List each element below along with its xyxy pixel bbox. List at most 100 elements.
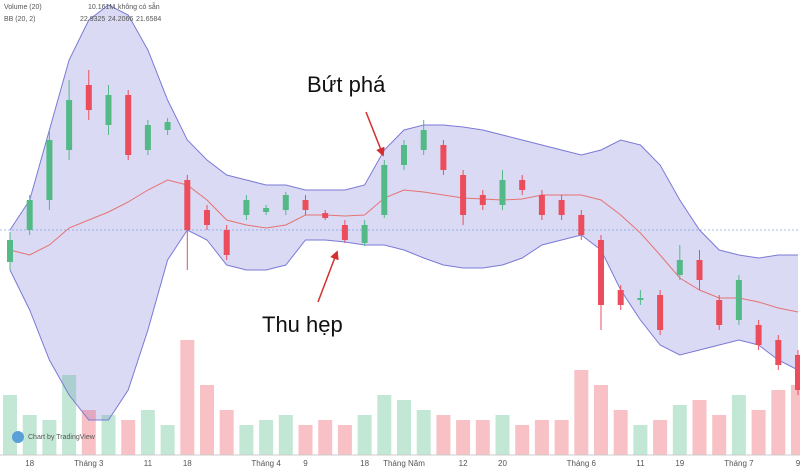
volume-bar <box>318 420 333 455</box>
credit-icon <box>12 431 24 443</box>
candle-body <box>578 215 585 235</box>
volume-bar <box>160 425 175 455</box>
candle-body <box>657 295 664 330</box>
volume-bar <box>613 410 628 455</box>
volume-bar <box>377 395 392 455</box>
legend-bb-lower: 21.6584 <box>136 16 161 23</box>
volume-bar <box>3 395 17 455</box>
legend-volume: Volume (20) <box>4 4 42 11</box>
x-tick-label: 11 <box>636 459 645 468</box>
x-tick-label: 18 <box>183 459 192 468</box>
volume-bar <box>22 415 37 455</box>
candle-body <box>381 165 388 215</box>
volume-bar <box>200 385 214 455</box>
x-tick-label: 18 <box>25 459 34 468</box>
volume-bar <box>416 410 431 455</box>
x-tick-label: Tháng 6 <box>567 459 597 468</box>
candle-body <box>46 140 53 200</box>
x-tick-label: 19 <box>675 459 684 468</box>
volume-bar <box>633 425 648 455</box>
candle-body <box>696 260 703 280</box>
candle-body <box>499 180 506 205</box>
band-line <box>9 229 799 421</box>
volume-bar <box>475 420 490 455</box>
candle-body <box>184 180 191 230</box>
candle-body <box>66 100 73 150</box>
candle-body <box>519 180 526 190</box>
volume-bar <box>751 410 766 455</box>
volume-bar <box>731 395 746 455</box>
x-tick-label: Tháng 3 <box>74 459 104 468</box>
volume-bar <box>653 420 668 455</box>
legend-volume-value: 10.161M <box>88 4 115 11</box>
volume-bar <box>791 385 800 455</box>
band-area <box>10 5 798 420</box>
volume-bar <box>101 415 116 455</box>
volume-bar <box>397 400 411 455</box>
candle-body <box>85 85 92 110</box>
candle-body <box>479 195 486 205</box>
candle-body <box>716 300 723 325</box>
candle-body <box>263 208 270 212</box>
volume-bar <box>495 415 510 455</box>
legend-bb-upper: 24.2066 <box>108 16 133 23</box>
volume-bar <box>534 420 549 455</box>
credit[interactable]: Chart by TradingView <box>28 434 96 441</box>
x-tick-label: 9 <box>796 459 800 468</box>
candle-body <box>26 200 33 230</box>
candle-body <box>735 280 742 320</box>
volume-bar <box>594 385 608 455</box>
candle-body <box>164 122 171 130</box>
candle-body <box>538 195 545 215</box>
x-tick-label: Tháng 4 <box>251 459 281 468</box>
candle-body <box>7 240 13 262</box>
candle-body <box>401 145 407 165</box>
candle-body <box>282 195 289 210</box>
candle-body <box>775 340 782 365</box>
annotation-arrow <box>317 250 339 303</box>
volume-bar <box>554 420 569 455</box>
candle-body <box>558 200 565 215</box>
annotation: Thu hẹp <box>262 312 343 337</box>
volume-bar <box>121 420 136 455</box>
x-tick-label: 18 <box>360 459 369 468</box>
volume-bar <box>436 415 451 455</box>
x-tick-label: Tháng Năm <box>383 459 425 468</box>
candle-body <box>341 225 348 240</box>
volume-bar <box>712 415 727 455</box>
candle-body <box>204 210 210 225</box>
volume-bar <box>62 375 77 455</box>
candle-body <box>440 145 447 170</box>
candle-body <box>144 125 151 150</box>
volume-bar <box>456 420 471 455</box>
plot <box>3 4 800 455</box>
candle-body <box>243 200 250 215</box>
volume-bar <box>337 425 352 455</box>
candle-body <box>322 213 329 218</box>
volume-bar <box>515 425 530 455</box>
candle-body <box>420 130 427 150</box>
volume-bar <box>574 370 589 455</box>
volume-bar <box>357 415 372 455</box>
x-tick-label: 11 <box>144 459 153 468</box>
legend-bb-middle: 22.9325 <box>80 16 105 23</box>
annotation: Bứt phá <box>307 72 386 97</box>
candle-body <box>617 290 624 305</box>
annotation-arrow <box>365 111 385 157</box>
candle-body <box>105 95 112 125</box>
legend-volume-note: không có sẵn <box>118 2 160 11</box>
x-tick-label: 12 <box>459 459 468 468</box>
candle-body <box>223 230 230 255</box>
volume-bar <box>81 410 96 455</box>
volume-bar <box>692 400 707 455</box>
candle-body <box>302 200 309 210</box>
volume-bar <box>278 415 293 455</box>
band-line <box>9 179 799 313</box>
candle-body <box>676 260 683 275</box>
candle-body <box>755 325 762 345</box>
legend: Volume (20) 10.161M không có sẵn BB (20,… <box>4 2 161 23</box>
volume-bar <box>140 410 155 455</box>
candle-body <box>125 95 132 155</box>
